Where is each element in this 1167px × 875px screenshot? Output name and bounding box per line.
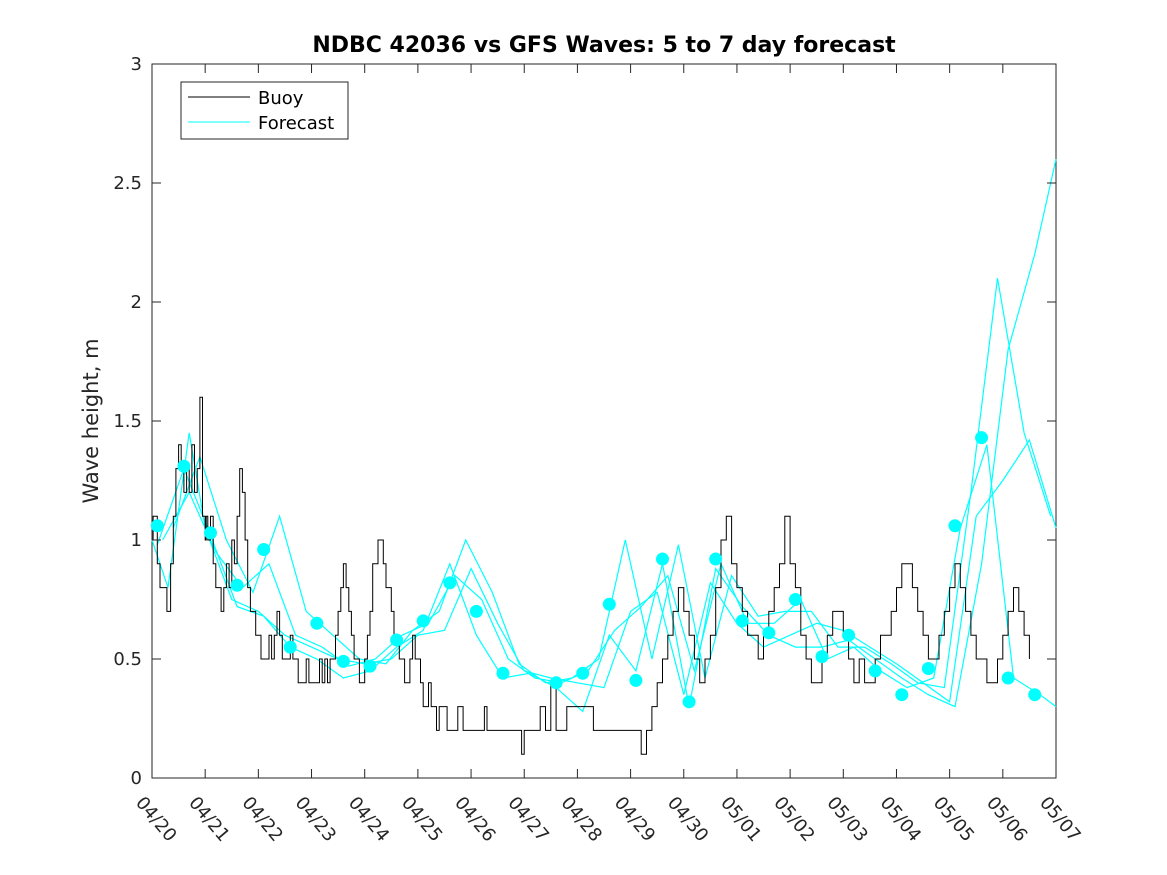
forecast-point	[496, 666, 510, 680]
forecast-point	[1001, 671, 1015, 685]
forecast-line-1	[151, 432, 1057, 703]
forecast-point	[762, 626, 776, 640]
series-layer	[150, 159, 1057, 755]
legend: Buoy Forecast	[180, 81, 349, 140]
legend-forecast-label: Forecast	[258, 113, 334, 134]
forecast-point	[921, 662, 935, 676]
y-tick-label: 0	[131, 768, 142, 789]
forecast-point	[576, 666, 590, 680]
y-tick-label: 2	[131, 292, 142, 313]
forecast-point	[177, 459, 191, 473]
forecast-point	[1028, 688, 1042, 702]
forecast-point	[629, 673, 643, 687]
forecast-point	[549, 676, 563, 690]
forecast-point	[842, 628, 856, 642]
forecast-line-2	[156, 159, 1057, 713]
forecast-point	[735, 614, 749, 628]
forecast-point	[975, 431, 989, 445]
forecast-point	[895, 688, 909, 702]
forecast-point	[469, 604, 483, 618]
buoy-line	[152, 396, 1030, 755]
forecast-point	[788, 593, 802, 606]
y-tick-label: 3	[131, 54, 142, 75]
chart-title: NDBC 42036 vs GFS Waves: 5 to 7 day fore…	[312, 33, 896, 58]
plot-area	[151, 63, 1057, 779]
forecast-point	[682, 695, 696, 709]
forecast-point	[336, 654, 350, 668]
forecast-point	[230, 578, 244, 592]
y-axis-label: Wave height, m	[79, 338, 103, 503]
y-tick-label: 1.5	[113, 411, 142, 432]
forecast-point	[390, 633, 404, 647]
forecast-point	[443, 576, 457, 590]
forecast-point	[416, 614, 430, 628]
y-tick-label: 2.5	[113, 173, 142, 194]
forecast-point	[150, 519, 164, 533]
forecast-point	[283, 640, 297, 654]
forecast-point	[815, 650, 829, 664]
forecast-point	[363, 659, 377, 673]
y-tick-label: 1	[131, 530, 142, 551]
y-tick-label: 0.5	[113, 649, 142, 670]
legend-box	[180, 81, 349, 140]
forecast-point	[602, 597, 616, 611]
forecast-line-3	[162, 444, 1057, 708]
forecast-point	[257, 543, 271, 557]
forecast-point	[203, 526, 217, 540]
forecast-point	[948, 519, 962, 533]
forecast-point	[868, 664, 882, 678]
forecast-point	[709, 552, 723, 566]
forecast-point	[310, 616, 324, 630]
forecast-point	[655, 552, 669, 566]
legend-buoy-label: Buoy	[258, 88, 304, 109]
